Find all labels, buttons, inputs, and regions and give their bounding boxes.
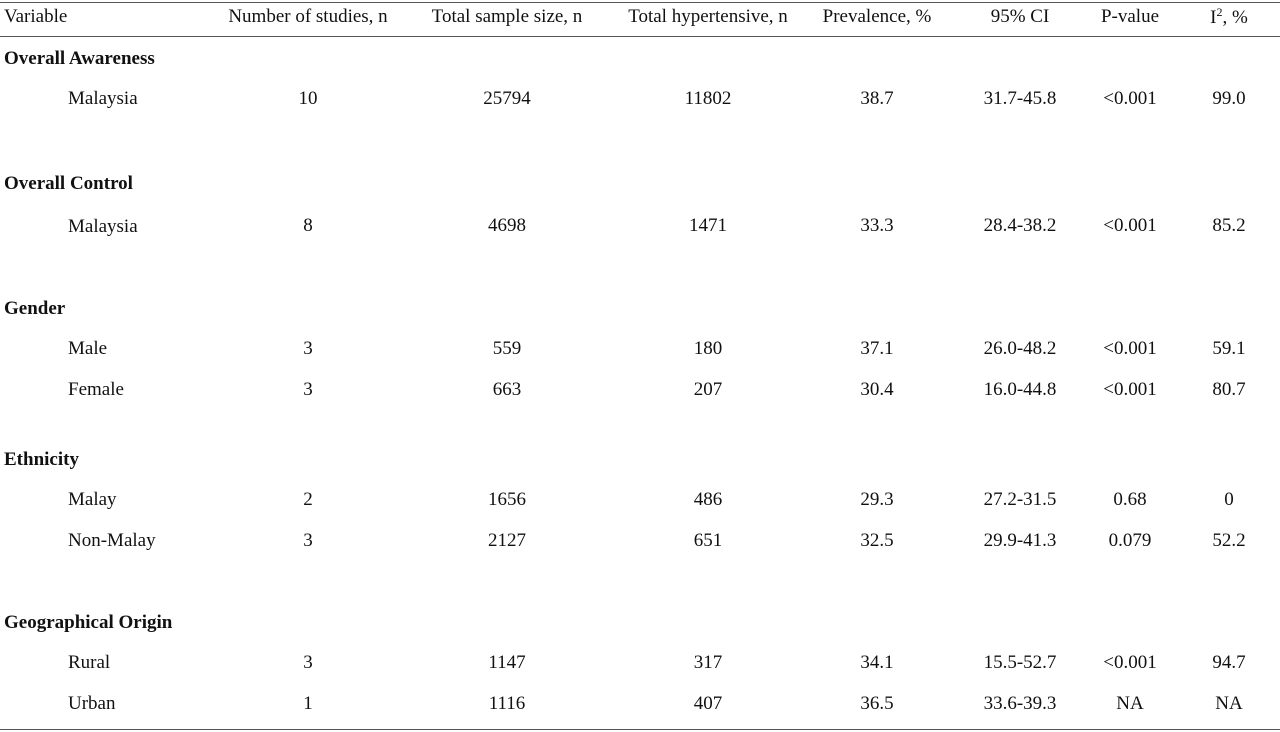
cell-ci: 16.0-44.8 <box>983 379 1057 400</box>
cell-p-value: <0.001 <box>1103 379 1157 400</box>
cell-prevalence: 33.3 <box>860 215 894 236</box>
header-prevalence: Prevalence, % <box>822 6 932 27</box>
cell-sample-size: 2127 <box>488 530 526 551</box>
cell-studies: 1 <box>303 693 313 714</box>
cell-studies: 8 <box>303 215 313 236</box>
cell-sample-size: 1147 <box>488 652 526 673</box>
cell-ci: 31.7-45.8 <box>983 88 1057 109</box>
header-95-ci: 95% CI <box>990 6 1050 27</box>
header-number-of-studies: Number of studies, n <box>228 6 388 27</box>
cell-hypertensive: 651 <box>693 530 723 551</box>
header-variable: Variable <box>4 6 68 27</box>
row-label: Female <box>68 379 124 400</box>
section-title: Overall Awareness <box>4 48 155 69</box>
cell-ci: 33.6-39.3 <box>983 693 1057 714</box>
cell-i-squared: 80.7 <box>1212 379 1246 400</box>
cell-i-squared: 85.2 <box>1212 215 1246 236</box>
row-label: Malaysia <box>68 88 138 109</box>
row-label: Malay <box>68 489 117 510</box>
cell-hypertensive: 180 <box>693 338 723 359</box>
bottom-rule <box>0 729 1280 730</box>
cell-p-value: NA <box>1116 693 1144 714</box>
cell-p-value: <0.001 <box>1103 652 1157 673</box>
header-p-value: P-value <box>1100 6 1160 27</box>
header-i-squared-unit: , % <box>1222 7 1248 29</box>
cell-prevalence: 36.5 <box>860 693 894 714</box>
cell-hypertensive: 11802 <box>684 88 732 109</box>
cell-i-squared: 0 <box>1224 489 1234 510</box>
row-label: Non-Malay <box>68 530 156 551</box>
header-total-hypertensive: Total hypertensive, n <box>628 6 788 27</box>
cell-studies: 3 <box>303 652 313 673</box>
cell-hypertensive: 207 <box>693 379 723 400</box>
cell-studies: 3 <box>303 379 313 400</box>
cell-i-squared: 59.1 <box>1212 338 1246 359</box>
cell-prevalence: 32.5 <box>860 530 894 551</box>
cell-i-squared: 94.7 <box>1212 652 1246 673</box>
cell-studies: 3 <box>303 338 313 359</box>
section-title: Ethnicity <box>4 449 79 470</box>
cell-i-squared: 52.2 <box>1212 530 1246 551</box>
section-title: Overall Control <box>4 173 133 194</box>
cell-hypertensive: 317 <box>693 652 723 673</box>
cell-p-value: <0.001 <box>1103 338 1157 359</box>
cell-p-value: 0.079 <box>1108 530 1152 551</box>
row-label: Urban <box>68 693 116 714</box>
cell-p-value: <0.001 <box>1103 215 1157 236</box>
top-rule <box>0 2 1280 3</box>
cell-prevalence: 38.7 <box>860 88 894 109</box>
cell-prevalence: 29.3 <box>860 489 894 510</box>
cell-ci: 15.5-52.7 <box>983 652 1057 673</box>
cell-hypertensive: 407 <box>693 693 723 714</box>
cell-hypertensive: 1471 <box>689 215 727 236</box>
cell-sample-size: 4698 <box>488 215 526 236</box>
cell-sample-size: 663 <box>492 379 522 400</box>
cell-p-value: 0.68 <box>1113 489 1147 510</box>
cell-prevalence: 37.1 <box>860 338 894 359</box>
cell-sample-size: 1116 <box>488 693 526 714</box>
cell-sample-size: 559 <box>492 338 522 359</box>
cell-ci: 28.4-38.2 <box>983 215 1057 236</box>
cell-studies: 10 <box>298 88 318 109</box>
header-total-sample-size: Total sample size, n <box>431 6 583 27</box>
section-title: Gender <box>4 298 66 319</box>
cell-ci: 29.9-41.3 <box>983 530 1057 551</box>
row-label: Rural <box>68 652 111 673</box>
cell-prevalence: 30.4 <box>860 379 894 400</box>
section-title: Geographical Origin <box>4 612 173 633</box>
cell-ci: 26.0-48.2 <box>983 338 1057 359</box>
cell-prevalence: 34.1 <box>860 652 894 673</box>
header-i-squared-exponent: 2 <box>1216 4 1223 19</box>
row-label: Malaysia <box>68 216 138 237</box>
header-i-squared-letter: I <box>1210 7 1217 29</box>
row-label: Male <box>68 338 108 359</box>
cell-studies: 2 <box>303 489 313 510</box>
cell-i-squared: 99.0 <box>1212 88 1246 109</box>
cell-studies: 3 <box>303 530 313 551</box>
cell-ci: 27.2-31.5 <box>983 489 1057 510</box>
cell-sample-size: 25794 <box>483 88 531 109</box>
cell-p-value: <0.001 <box>1103 88 1157 109</box>
cell-i-squared: NA <box>1215 693 1243 714</box>
cell-sample-size: 1656 <box>488 489 526 510</box>
cell-hypertensive: 486 <box>693 489 723 510</box>
header-rule <box>0 36 1280 37</box>
header-i-squared: I2, % <box>1210 5 1248 29</box>
